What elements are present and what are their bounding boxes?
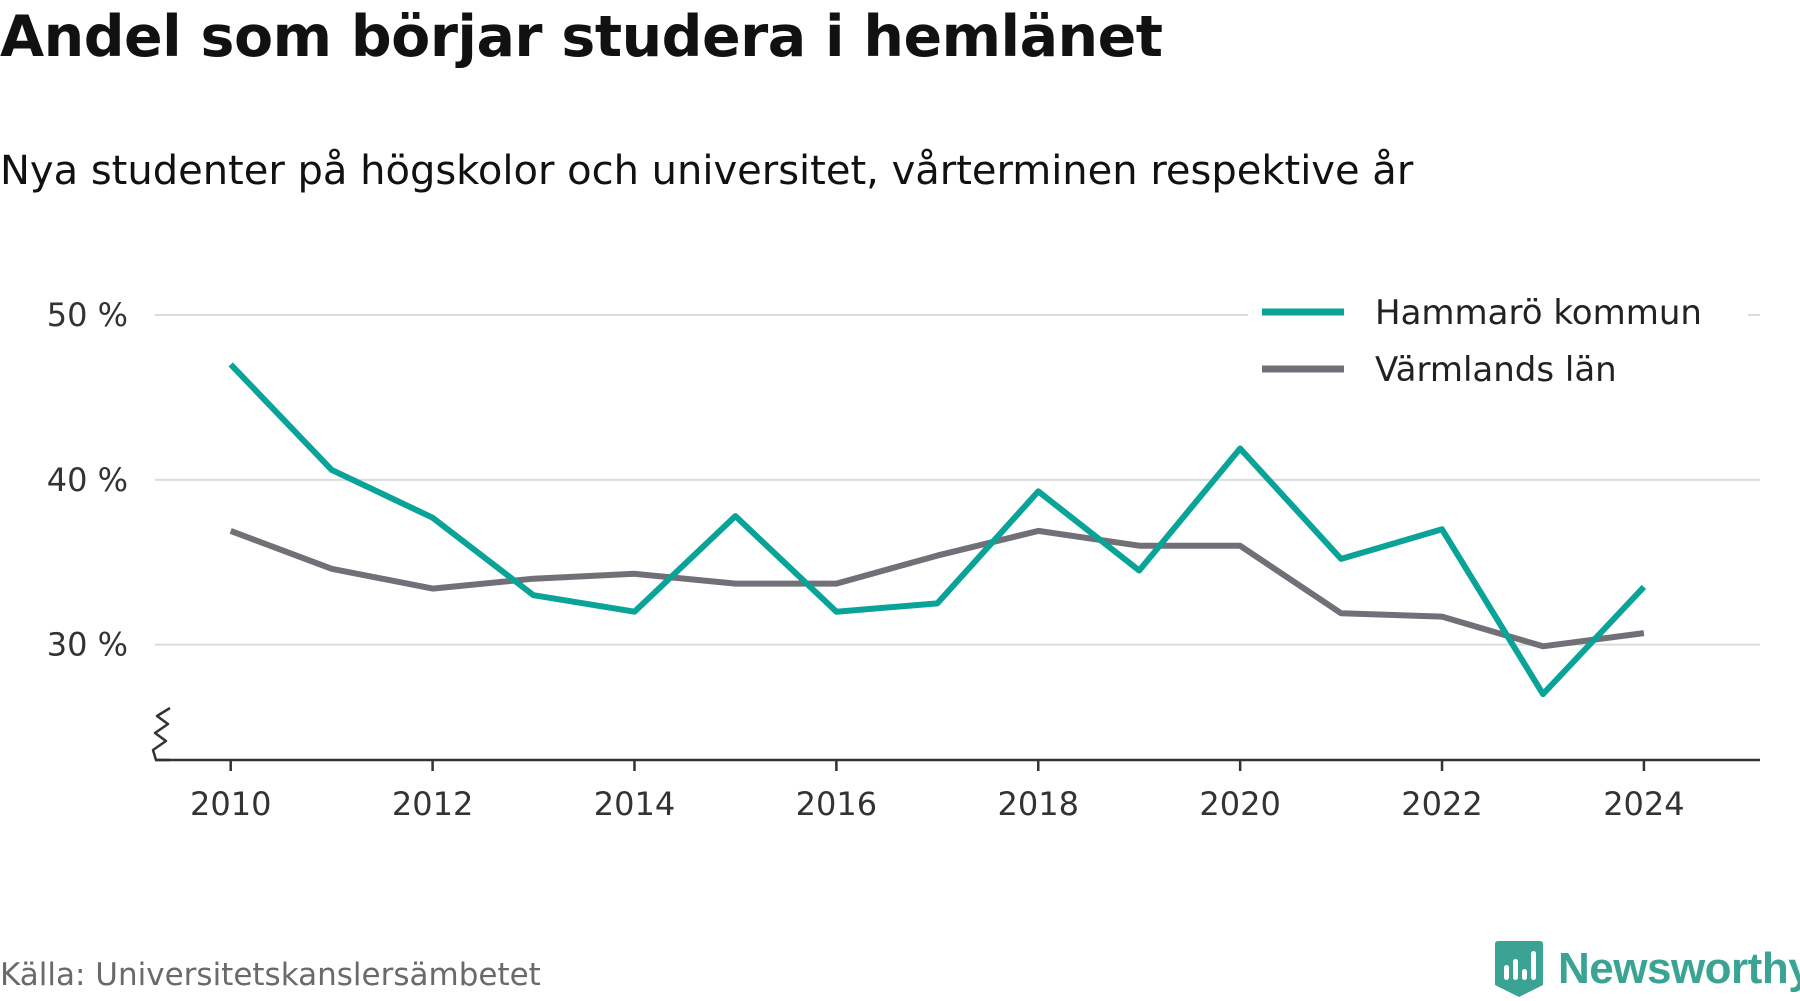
series-lines <box>228 361 1647 698</box>
data-point-hammar-kommun-2012 <box>430 515 436 521</box>
data-point-hammar-kommun-2014 <box>632 609 638 615</box>
x-tick-label-2010: 2010 <box>190 785 271 823</box>
data-point-hammar-kommun-2011 <box>329 467 335 473</box>
data-point-hammar-kommun-2020 <box>1237 446 1243 452</box>
data-point-v-rmlands-l-n-2010 <box>228 528 234 534</box>
legend-label-0: Hammarö kommun <box>1375 293 1702 333</box>
data-point-hammar-kommun-2017 <box>934 600 940 606</box>
series-line-hammar-kommun <box>228 362 1647 698</box>
legend: Hammarö kommun Värmlands län <box>1248 278 1748 390</box>
data-point-hammar-kommun-2019 <box>1136 568 1142 574</box>
y-tick-label-50: 50 % <box>47 296 128 334</box>
x-tick-label-2018: 2018 <box>998 785 1079 823</box>
y-axis-labels: 30 % 40 % 50 % <box>47 296 128 664</box>
data-point-v-rmlands-l-n-2018 <box>1035 528 1041 534</box>
x-tick-label-2020: 2020 <box>1199 785 1280 823</box>
legend-label-1: Värmlands län <box>1375 350 1617 390</box>
data-point-hammar-kommun-2013 <box>531 592 537 598</box>
data-point-hammar-kommun-2018 <box>1035 488 1041 494</box>
x-tick-label-2024: 2024 <box>1603 785 1684 823</box>
data-point-v-rmlands-l-n-2013 <box>531 576 537 582</box>
data-point-v-rmlands-l-n-2019 <box>1136 543 1142 549</box>
legend-background <box>1248 278 1748 378</box>
chart-title: Andel som börjar studera i hemlänet <box>0 4 1163 70</box>
data-point-hammar-kommun-2023 <box>1540 691 1546 697</box>
y-axis-break-icon <box>151 706 171 762</box>
data-point-v-rmlands-l-n-2016 <box>833 581 839 587</box>
data-point-v-rmlands-l-n-2015 <box>732 581 738 587</box>
x-tick-label-2014: 2014 <box>594 785 675 823</box>
data-point-v-rmlands-l-n-2023 <box>1540 643 1546 649</box>
data-point-hammar-kommun-2015 <box>732 513 738 519</box>
data-point-hammar-kommun-2021 <box>1338 556 1344 562</box>
data-point-v-rmlands-l-n-2024 <box>1641 630 1647 636</box>
y-tick-label-40: 40 % <box>47 461 128 499</box>
newsworthy-logo-text: Newsworthy <box>1558 944 1800 993</box>
data-point-hammar-kommun-2016 <box>833 609 839 615</box>
x-axis: 2010 2012 2014 2016 2018 2020 2022 2024 <box>151 706 1760 823</box>
data-point-hammar-kommun-2024 <box>1641 584 1647 590</box>
x-tick-label-2012: 2012 <box>392 785 473 823</box>
x-tick-label-2016: 2016 <box>796 785 877 823</box>
data-point-v-rmlands-l-n-2017 <box>934 553 940 559</box>
data-point-v-rmlands-l-n-2014 <box>632 571 638 577</box>
y-tick-label-30: 30 % <box>47 626 128 664</box>
source-note: Källa: Universitetskanslersämbetet <box>0 957 541 993</box>
newsworthy-logo-icon <box>1495 941 1543 997</box>
series-line-v-rmlands-l-n <box>229 527 1645 650</box>
data-point-v-rmlands-l-n-2012 <box>430 586 436 592</box>
data-point-v-rmlands-l-n-2020 <box>1237 543 1243 549</box>
line-chart: 30 % 40 % 50 % 2010 2012 2014 2016 2018 2020 202… <box>46 278 1760 823</box>
data-point-v-rmlands-l-n-2011 <box>329 566 335 572</box>
chart-subtitle: Nya studenter på högskolor och universit… <box>0 148 1414 194</box>
data-point-v-rmlands-l-n-2021 <box>1338 610 1344 616</box>
data-point-hammar-kommun-2022 <box>1439 526 1445 532</box>
data-point-v-rmlands-l-n-2022 <box>1439 614 1445 620</box>
newsworthy-logo: Newsworthy <box>1494 937 1800 1001</box>
x-tick-label-2022: 2022 <box>1401 785 1482 823</box>
data-point-hammar-kommun-2010 <box>228 361 234 367</box>
